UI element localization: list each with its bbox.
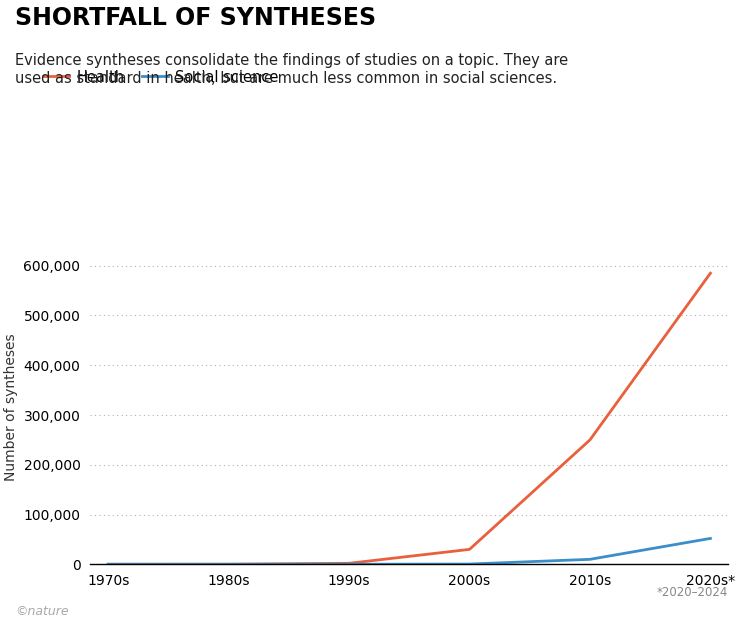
Legend: Health, Social science: Health, Social science bbox=[37, 64, 285, 90]
Text: ©nature: ©nature bbox=[15, 604, 68, 618]
Y-axis label: Number of syntheses: Number of syntheses bbox=[4, 334, 18, 482]
Text: Evidence syntheses consolidate the findings of studies on a topic. They are
used: Evidence syntheses consolidate the findi… bbox=[15, 53, 569, 86]
Text: SHORTFALL OF SYNTHESES: SHORTFALL OF SYNTHESES bbox=[15, 6, 376, 30]
Text: *2020–2024: *2020–2024 bbox=[657, 586, 728, 599]
